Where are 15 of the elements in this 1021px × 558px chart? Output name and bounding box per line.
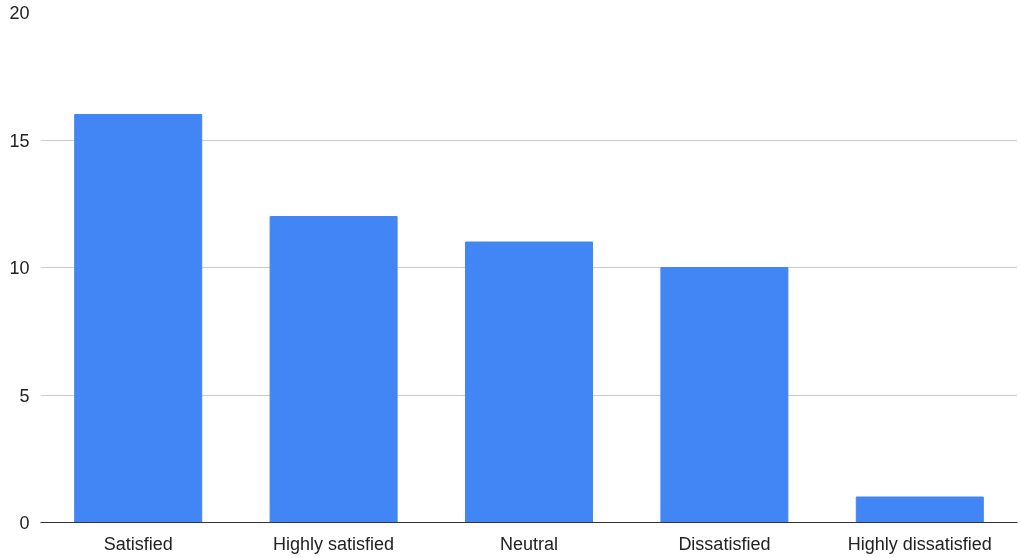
x-tick-label: Satisfied — [103, 533, 173, 554]
y-tick-label: 15 — [9, 130, 30, 151]
y-tick-label: 0 — [19, 513, 30, 533]
x-tick-label: Dissatisfied — [678, 533, 771, 554]
bar — [269, 216, 398, 523]
bar — [464, 241, 594, 523]
bar — [660, 267, 789, 523]
x-tick-label: Neutral — [499, 533, 559, 554]
y-tick-label: 5 — [19, 385, 30, 406]
bar — [74, 114, 203, 523]
y-tick-label: 20 — [9, 3, 30, 23]
y-tick-label: 10 — [9, 258, 30, 278]
x-tick-label: Highly dissatisfied — [847, 533, 992, 554]
x-tick-label: Highly satisfied — [273, 533, 395, 554]
bar — [855, 496, 984, 523]
